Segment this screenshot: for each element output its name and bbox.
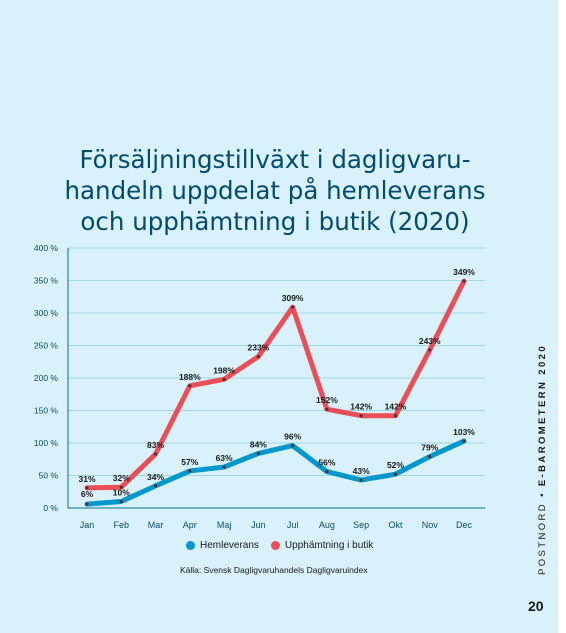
y-tick-label: 150 % [34, 406, 59, 416]
data-point [153, 452, 158, 456]
y-tick-label: 300 % [34, 308, 59, 318]
x-tick-label: Jun [251, 520, 266, 530]
data-label: 309% [282, 293, 304, 303]
data-point [393, 414, 398, 418]
data-point [359, 414, 363, 418]
data-point [188, 469, 192, 473]
page-number: 20 [528, 598, 544, 614]
y-tick-label: 100 % [34, 438, 59, 448]
data-point [222, 465, 226, 469]
data-label: 34% [147, 472, 164, 482]
data-label: 233% [247, 343, 269, 353]
data-label: 84% [250, 439, 267, 449]
data-label: 349% [453, 267, 475, 277]
x-tick-label: Sep [353, 520, 369, 530]
data-label: 57% [181, 457, 198, 467]
x-tick-label: Jan [80, 520, 95, 530]
data-label: 103% [453, 427, 475, 437]
legend-label-hemleverans: Hemleverans [200, 540, 259, 551]
data-label: 188% [179, 372, 201, 382]
data-point [222, 377, 226, 381]
data-point [119, 499, 123, 504]
data-label: 142% [350, 402, 372, 412]
data-label: 31% [78, 474, 95, 484]
x-tick-label: Jul [287, 520, 299, 530]
title-line-3: och upphämtning i butik (2020) [80, 207, 470, 237]
legend-item-hemleverans: Hemleverans [186, 540, 259, 551]
data-point [393, 472, 398, 476]
x-tick-label: Aug [319, 520, 335, 530]
series-line-upphamtning [84, 278, 467, 491]
x-tick-label: Feb [114, 520, 130, 530]
data-point [153, 484, 158, 488]
data-label: 6% [81, 489, 94, 499]
x-tick-label: Mar [148, 520, 164, 530]
data-label: 56% [318, 458, 335, 468]
x-tick-label: Apr [183, 520, 197, 530]
x-tick-label: Dec [456, 520, 473, 530]
data-point [325, 407, 329, 411]
y-tick-label: 250 % [34, 341, 59, 351]
chart-legend: Hemleverans Upphämtning i butik [186, 540, 373, 551]
data-point [291, 305, 295, 309]
y-tick-label: 0 % [43, 503, 58, 513]
y-tick-label: 50 % [39, 471, 59, 481]
data-label: 10% [113, 488, 130, 498]
data-label: 63% [216, 453, 233, 463]
y-tick-label: 400 % [34, 243, 59, 253]
data-point [428, 455, 432, 459]
data-point [256, 451, 260, 455]
side-running-header: POSTNORD • E-BAROMETERN 2020 [537, 330, 551, 580]
x-tick-label: Maj [217, 520, 232, 530]
side-brand: POSTNORD [537, 501, 548, 575]
data-label: 152% [316, 395, 338, 405]
data-point [85, 486, 89, 490]
data-point [188, 384, 192, 388]
legend-swatch-upphamtning [270, 541, 280, 550]
data-label: 83% [147, 440, 164, 450]
data-point [291, 444, 295, 448]
y-tick-label: 350 % [34, 276, 59, 286]
data-label: 43% [353, 466, 370, 476]
data-label: 243% [419, 336, 441, 346]
data-label: 142% [385, 402, 407, 412]
data-point [462, 279, 466, 283]
y-tick-label: 200 % [34, 373, 59, 383]
data-label: 32% [113, 473, 130, 483]
side-separator: • [537, 491, 548, 497]
data-label: 96% [284, 432, 301, 442]
title-line-2: handeln uppdelat på hemleverans [64, 176, 486, 206]
series-line-hemleverans [84, 438, 467, 507]
page-edge [558, 0, 566, 633]
data-point [85, 502, 89, 506]
title-line-1: Försäljningstillväxt i dagligvaru- [79, 145, 471, 175]
side-report-name: E-BAROMETERN 2020 [537, 343, 548, 487]
data-point [428, 348, 432, 352]
data-label: 79% [421, 443, 438, 453]
source-note: Källa: Svensk Dagligvaruhandels Dagligva… [180, 565, 368, 575]
chart-title: Försäljningstillväxt i dagligvaru- hande… [40, 144, 510, 237]
legend-label-upphamtning: Upphämtning i butik [284, 540, 374, 551]
legend-swatch-hemleverans [186, 541, 195, 550]
data-point [359, 478, 363, 482]
legend-item-upphamtning: Upphämtning i butik [270, 540, 374, 551]
data-point [325, 470, 329, 474]
data-point [119, 485, 123, 489]
data-label: 52% [387, 460, 404, 470]
data-label: 198% [213, 365, 235, 375]
x-tick-label: Nov [422, 520, 439, 530]
data-point [462, 439, 466, 443]
data-point [256, 354, 260, 359]
x-tick-label: Okt [388, 520, 403, 530]
